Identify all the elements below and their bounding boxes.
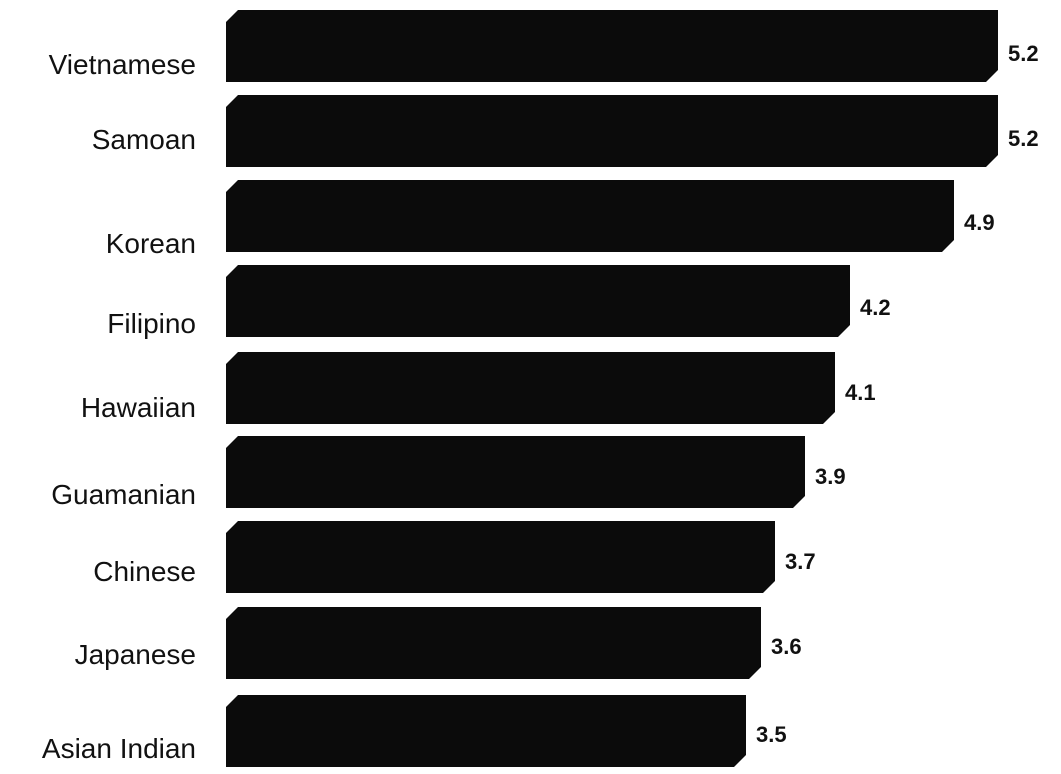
category-label-chinese: Chinese [93, 556, 196, 587]
data-label-filipino: 4.2 [860, 295, 891, 320]
bar-hawaiian [226, 352, 835, 424]
data-label-vietnamese: 5.2 [1008, 41, 1039, 66]
bars-layer [226, 10, 998, 767]
category-label-samoan: Samoan [92, 124, 196, 155]
bar-chinese [226, 521, 775, 593]
category-label-hawaiian: Hawaiian [81, 392, 196, 423]
category-label-korean: Korean [106, 228, 196, 259]
bar-filipino [226, 265, 850, 337]
category-label-asian-indian: Asian Indian [42, 733, 196, 764]
bar-guamanian [226, 436, 805, 508]
category-label-guamanian: Guamanian [51, 479, 196, 510]
bar-korean [226, 180, 954, 252]
bar-japanese [226, 607, 761, 679]
data-label-korean: 4.9 [964, 210, 995, 235]
bar-asian-indian [226, 695, 746, 767]
bar-samoan [226, 95, 998, 167]
data-label-chinese: 3.7 [785, 549, 816, 574]
data-label-hawaiian: 4.1 [845, 380, 876, 405]
bar-vietnamese [226, 10, 998, 82]
data-label-guamanian: 3.9 [815, 464, 846, 489]
data-label-asian-indian: 3.5 [756, 722, 787, 747]
data-label-samoan: 5.2 [1008, 126, 1039, 151]
data-label-japanese: 3.6 [771, 634, 802, 659]
category-label-filipino: Filipino [107, 308, 196, 339]
labels-layer: Vietnamese 5.2 Samoan 5.2 Korean 4.9 Filipino 4… [42, 41, 1039, 764]
category-label-vietnamese: Vietnamese [49, 49, 196, 80]
category-label-japanese: Japanese [75, 639, 196, 670]
